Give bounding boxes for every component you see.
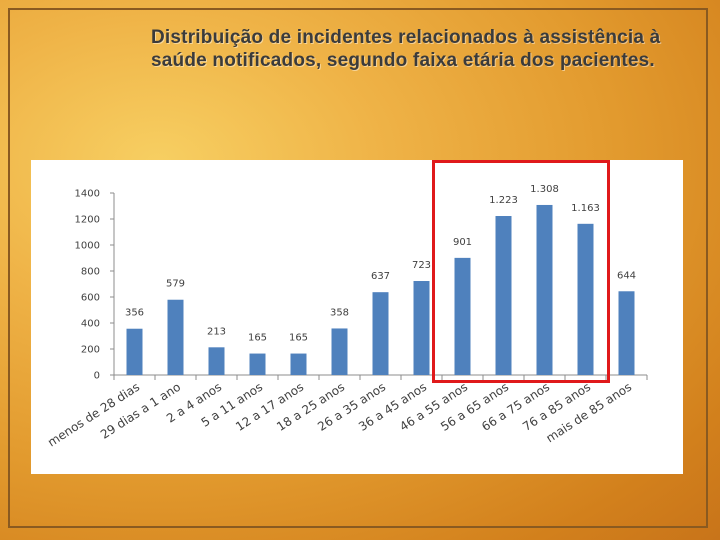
bar	[167, 299, 184, 375]
bar	[454, 257, 471, 375]
highlight-box	[432, 160, 610, 383]
y-tick-label: 1400	[75, 189, 100, 200]
bar	[290, 353, 307, 375]
y-tick-label: 1000	[75, 241, 100, 252]
y-tick-label: 800	[81, 267, 100, 278]
y-tick-label: 0	[94, 371, 100, 382]
bar-value-label: 165	[289, 333, 308, 344]
y-tick-label: 400	[81, 319, 100, 330]
bar-value-label: 1.163	[571, 203, 600, 214]
bar-value-label: 579	[166, 279, 185, 290]
bar-value-label: 1.308	[530, 184, 559, 195]
chart-panel: 0 200 400 600 800 1000 1200 1400 356 menos de 28 …	[31, 160, 683, 474]
bar	[331, 328, 348, 375]
bar	[618, 291, 635, 375]
y-tick-label: 1200	[75, 215, 100, 226]
slide-title: Distribuição de incidentes relacionados …	[151, 27, 661, 71]
bar	[208, 347, 225, 375]
bar	[413, 281, 430, 375]
bar	[577, 223, 594, 375]
bar	[536, 204, 553, 375]
bar-value-label: 1.223	[489, 195, 518, 206]
bar-value-label: 644	[617, 270, 636, 281]
bar-value-label: 213	[207, 326, 226, 337]
bar	[126, 328, 143, 375]
y-tick-label: 200	[81, 345, 100, 356]
bar-value-label: 356	[125, 308, 144, 319]
bar	[495, 216, 512, 375]
bar-value-label: 165	[248, 333, 267, 344]
slide-frame	[8, 8, 708, 528]
bar	[249, 353, 266, 375]
bar-value-label: 637	[371, 271, 390, 282]
bar-value-label: 723	[412, 260, 431, 271]
bar	[372, 292, 389, 375]
bar-value-label: 901	[453, 237, 472, 248]
bar-value-label: 358	[330, 307, 349, 318]
y-tick-label: 600	[81, 293, 100, 304]
